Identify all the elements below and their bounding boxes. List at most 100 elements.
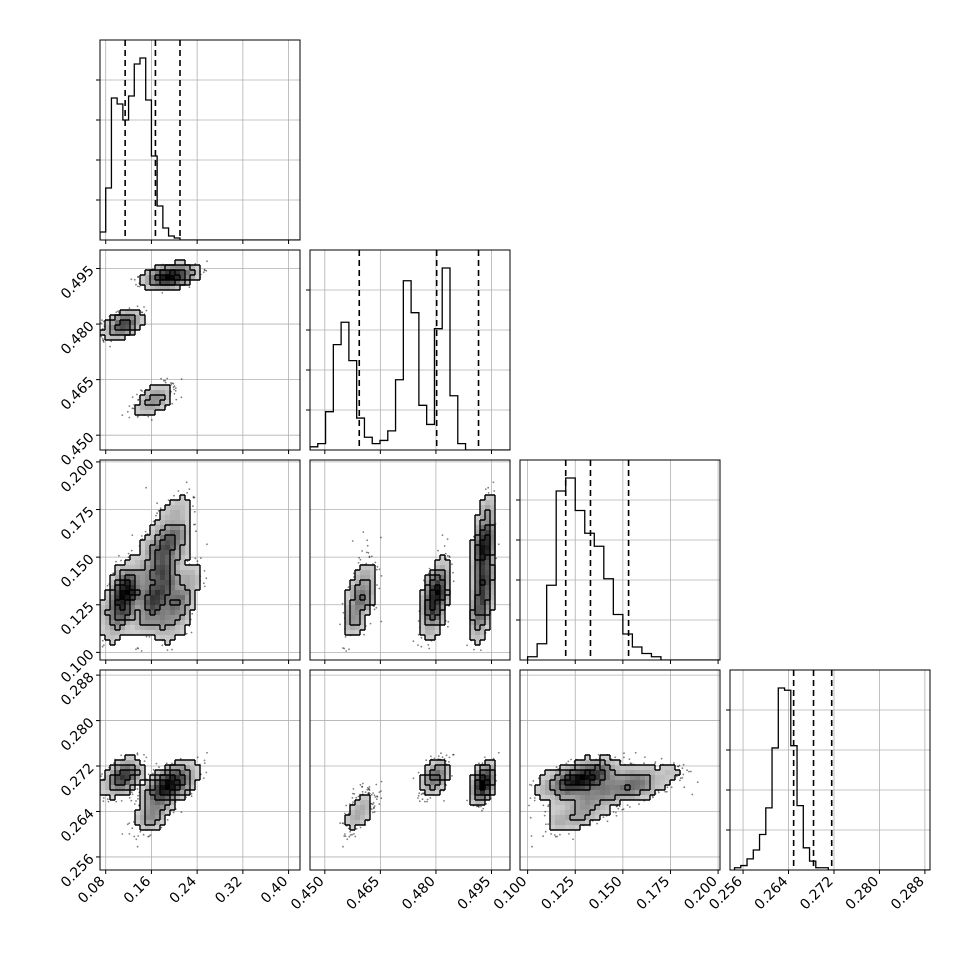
axes-frame xyxy=(99,39,301,241)
density-cell xyxy=(195,570,201,576)
sample-point xyxy=(530,835,533,837)
density-cell xyxy=(195,765,201,771)
density-cell xyxy=(430,610,436,616)
density-cell xyxy=(640,765,646,771)
density-cell xyxy=(190,765,196,771)
density-cell xyxy=(475,595,481,601)
density-cell xyxy=(535,790,541,796)
density-cell xyxy=(140,615,146,621)
sample-point xyxy=(128,416,131,419)
density-cell xyxy=(165,630,171,636)
density-cell xyxy=(110,775,116,781)
density-cell xyxy=(480,795,486,801)
density-cell xyxy=(555,815,561,821)
sample-point xyxy=(688,770,690,773)
sample-point xyxy=(606,820,609,823)
density-cell xyxy=(140,315,146,321)
sample-point xyxy=(481,762,484,765)
density-cell xyxy=(355,810,361,816)
sample-point xyxy=(493,490,496,492)
density-cell xyxy=(115,775,121,781)
density-cell xyxy=(125,755,131,761)
density-cell xyxy=(135,820,141,826)
sample-point xyxy=(128,822,131,824)
density-cell xyxy=(120,575,126,581)
sample-point xyxy=(352,792,354,795)
density-cell xyxy=(650,765,656,771)
density-cell xyxy=(355,630,361,636)
density-cell xyxy=(185,615,191,621)
sample-point xyxy=(559,833,561,836)
density-cell xyxy=(160,785,166,791)
sample-point xyxy=(194,523,197,526)
density-cell xyxy=(585,810,591,816)
density-cell xyxy=(440,585,446,591)
density-cell xyxy=(120,605,126,611)
density-cell xyxy=(630,775,636,781)
sample-point xyxy=(370,808,373,810)
density-cell xyxy=(165,275,171,281)
density-cell xyxy=(180,265,186,271)
density-cell xyxy=(445,570,451,576)
density-cell xyxy=(480,765,486,771)
density-cell xyxy=(180,565,186,571)
density-cell xyxy=(175,540,181,546)
sample-point xyxy=(428,567,431,570)
density-cell xyxy=(190,605,196,611)
x-tick-label: 0.150 xyxy=(586,874,626,914)
y-tick-label: 0.495 xyxy=(58,263,98,303)
density-cell xyxy=(160,580,166,586)
density-cell xyxy=(105,625,111,631)
density-cell xyxy=(345,620,351,626)
y-tick-label: 0.480 xyxy=(58,318,98,358)
sample-point xyxy=(152,520,155,523)
density-cell xyxy=(155,820,161,826)
density-cell xyxy=(110,600,116,606)
density-cell xyxy=(115,625,121,631)
density-cell xyxy=(160,525,166,531)
density-cell xyxy=(435,760,441,766)
density-cell xyxy=(140,620,146,626)
density-cell xyxy=(160,520,166,526)
density-cell xyxy=(125,320,131,326)
density-cell xyxy=(170,270,176,276)
density-cell xyxy=(565,820,571,826)
density-cell xyxy=(655,770,661,776)
density-cell xyxy=(160,630,166,636)
density-cell xyxy=(150,580,156,586)
density-cell xyxy=(545,785,551,791)
density-cell xyxy=(105,610,111,616)
density-cell xyxy=(110,615,116,621)
density-cell xyxy=(155,600,161,606)
density-cell xyxy=(160,620,166,626)
density-cell xyxy=(360,590,366,596)
density-cell xyxy=(480,560,486,566)
density-cell xyxy=(115,790,121,796)
density-cell xyxy=(160,285,166,291)
density-cell xyxy=(155,810,161,816)
density-cell xyxy=(435,775,441,781)
density-cell xyxy=(190,600,196,606)
x-tick-label: 0.32 xyxy=(212,874,245,907)
density-cell xyxy=(560,780,566,786)
density-cell xyxy=(130,595,136,601)
density-cell xyxy=(175,555,181,561)
density-cell xyxy=(125,585,131,591)
density-cell xyxy=(485,565,491,571)
sample-point xyxy=(136,845,139,848)
density-cell xyxy=(670,770,676,776)
density-cell xyxy=(185,785,191,791)
density-cell xyxy=(100,625,106,631)
density-cell xyxy=(180,520,186,526)
density-cell xyxy=(675,770,681,776)
density-cell xyxy=(635,770,641,776)
density-cell xyxy=(135,780,141,786)
density-cell xyxy=(120,620,126,626)
sample-point xyxy=(623,752,625,755)
density-cell xyxy=(165,530,171,536)
density-cell xyxy=(560,770,566,776)
density-cell xyxy=(170,285,176,291)
density-cell xyxy=(350,595,356,601)
density-cell xyxy=(180,505,186,511)
density-cell xyxy=(180,525,186,531)
